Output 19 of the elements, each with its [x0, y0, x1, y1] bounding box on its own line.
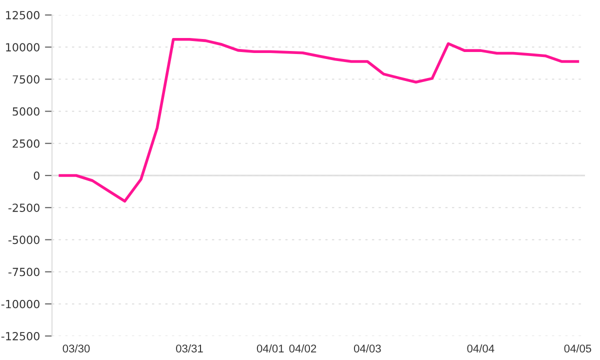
x-tick-label: 04/05	[564, 344, 592, 352]
y-tick-label: -10000	[1, 300, 40, 308]
y-tick-label: 7500	[12, 75, 40, 84]
y-tick-label: -2500	[8, 204, 40, 212]
x-tick-label: 04/03	[354, 344, 381, 352]
y-tick-label: -5000	[8, 236, 40, 244]
y-tick-label: -12500	[1, 332, 40, 340]
x-tick-label: 04/01	[256, 344, 284, 352]
y-tick-label: -7500	[8, 268, 40, 276]
line-series	[58, 38, 580, 203]
x-tick-label: 03/30	[62, 344, 90, 352]
x-tick-label: 04/04	[467, 344, 494, 352]
y-tick-label: 5000	[12, 107, 40, 116]
y-tick-label: 12500	[6, 10, 40, 20]
x-tick-label: 03/31	[176, 344, 203, 352]
x-tick-label: 04/02	[289, 344, 316, 352]
y-tick-label: 0	[34, 171, 40, 180]
y-tick-label: 2500	[12, 139, 40, 148]
y-tick-label: 10000	[6, 43, 40, 52]
